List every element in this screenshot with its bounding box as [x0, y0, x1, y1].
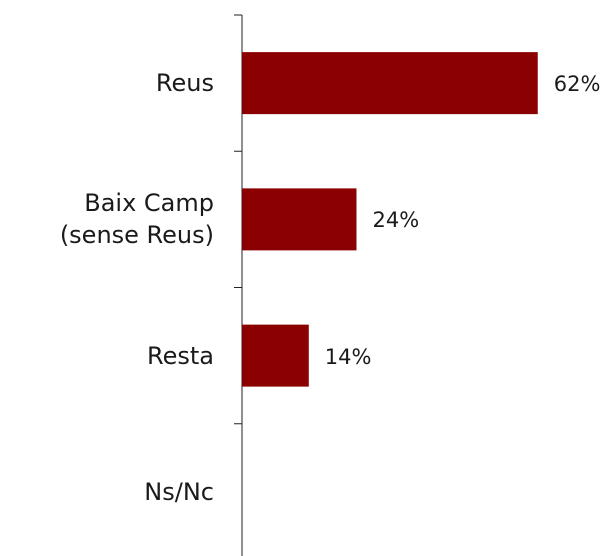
category-label: Reus	[155, 69, 214, 98]
category-label: Resta	[147, 341, 214, 370]
category-label: Baix Camp (sense Reus)	[59, 189, 214, 250]
value-label: 62%	[553, 72, 601, 97]
bar	[242, 188, 357, 251]
bar	[242, 324, 309, 387]
category-label: Ns/Nc	[144, 477, 214, 506]
value-label: 14%	[324, 344, 372, 369]
bar	[242, 52, 538, 115]
value-label: 24%	[372, 208, 420, 233]
